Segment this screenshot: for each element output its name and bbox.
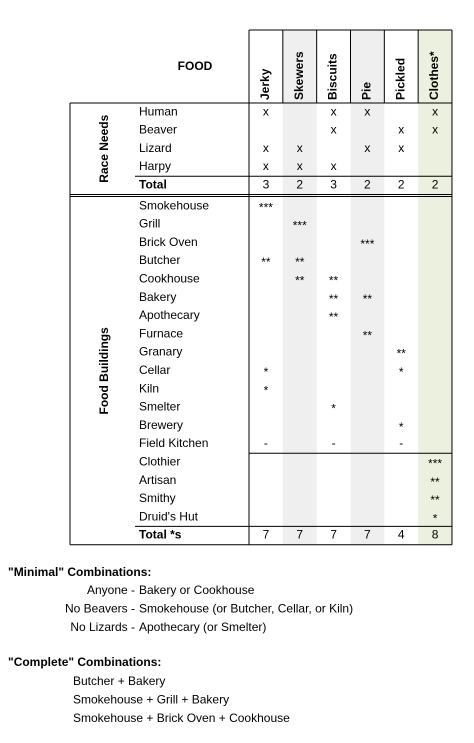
row-label: Smelter — [139, 400, 180, 414]
cell: ** — [363, 328, 373, 342]
minimal-text: Smokehouse (or Butcher, Cellar, or Kiln) — [139, 602, 353, 616]
cell: * — [433, 511, 438, 525]
row-label: Artisan — [139, 473, 176, 487]
cell: - — [264, 436, 268, 450]
cell: ** — [295, 274, 305, 288]
row-label: Beaver — [139, 123, 177, 137]
row-label: Total *s — [139, 528, 182, 542]
row-label: Total — [139, 178, 167, 192]
row-label: Bakery — [139, 290, 176, 304]
cell: x — [297, 141, 303, 155]
row-label: Kiln — [139, 381, 159, 395]
cell: - — [399, 436, 403, 450]
cell: x — [331, 123, 337, 137]
row-label: Cookhouse — [139, 272, 200, 286]
row-label: Lizard — [139, 141, 172, 155]
minimal-label: No Lizards - — [70, 620, 135, 634]
minimal-label: Anyone - — [87, 583, 135, 597]
row-label: Smokehouse — [139, 198, 209, 212]
cell: *** — [360, 237, 374, 251]
cell: - — [332, 436, 336, 450]
cell: ** — [329, 292, 339, 306]
column-header: Jerky — [258, 68, 272, 100]
minimal-text: Apothecary (or Smelter) — [139, 620, 266, 634]
cell: x — [263, 104, 269, 118]
column-header: Skewers — [292, 51, 306, 100]
row-label: Brewery — [139, 418, 183, 432]
row-label: Druid's Hut — [139, 509, 199, 523]
row-label: Cellar — [139, 363, 170, 377]
row-label: Human — [139, 104, 178, 118]
column-shade — [282, 30, 317, 545]
complete-text: Smokehouse + Brick Oven + Cookhouse — [73, 711, 290, 725]
cell: 7 — [263, 528, 270, 542]
minimal-label: No Beavers - — [65, 602, 135, 616]
row-label: Smithy — [139, 491, 176, 505]
minimal-text: Bakery or Cookhouse — [139, 583, 255, 597]
cell: x — [263, 141, 269, 155]
cell: 2 — [296, 178, 303, 192]
cell: ** — [397, 347, 407, 361]
cell: *** — [259, 200, 273, 214]
row-label: Apothecary — [139, 308, 200, 322]
row-label: Furnace — [139, 326, 183, 340]
cell: 2 — [364, 178, 371, 192]
row-label: Butcher — [139, 253, 180, 267]
cell: ** — [430, 493, 440, 507]
cell: ** — [261, 255, 271, 269]
cell: ** — [430, 475, 440, 489]
complete-text: Smokehouse + Grill + Bakery — [73, 693, 229, 707]
cell: 3 — [330, 178, 337, 192]
cell: * — [399, 420, 404, 434]
cell: x — [364, 104, 370, 118]
row-label: Brick Oven — [139, 235, 198, 249]
row-label: Field Kitchen — [139, 436, 208, 450]
cell: * — [331, 402, 336, 416]
cell: x — [432, 104, 438, 118]
cell: 2 — [432, 178, 439, 192]
cell: ** — [363, 292, 373, 306]
cell: 7 — [296, 528, 303, 542]
minimal-title: "Minimal" Combinations: — [8, 565, 151, 579]
cell: 3 — [263, 178, 270, 192]
group-label: Race Needs — [97, 114, 111, 182]
cell: 7 — [330, 528, 337, 542]
cell: * — [264, 365, 269, 379]
cell: ** — [295, 255, 305, 269]
cell: x — [398, 141, 404, 155]
cell: ** — [329, 274, 339, 288]
complete-title: "Complete" Combinations: — [8, 655, 161, 669]
column-header: Clothes* — [427, 51, 441, 100]
complete-text: Butcher + Bakery — [73, 674, 165, 688]
column-shade — [418, 30, 452, 545]
cell: *** — [428, 457, 442, 471]
cell: ** — [329, 310, 339, 324]
cell: x — [263, 159, 269, 173]
column-shade — [350, 30, 385, 545]
cell: 7 — [364, 528, 371, 542]
group-label: Food Buildings — [97, 327, 111, 415]
cell: * — [399, 365, 404, 379]
row-label: Granary — [139, 345, 182, 359]
cell: x — [331, 104, 337, 118]
cell: 2 — [398, 178, 405, 192]
cell: * — [264, 383, 269, 397]
cell: x — [297, 159, 303, 173]
row-label: Clothier — [139, 455, 180, 469]
column-header: Biscuits — [326, 53, 340, 100]
cell: x — [364, 141, 370, 155]
column-header: Pie — [360, 82, 374, 100]
cell: 4 — [398, 528, 405, 542]
food-title: FOOD — [178, 59, 213, 73]
cell: *** — [293, 219, 307, 233]
cell: x — [398, 123, 404, 137]
row-label: Harpy — [139, 159, 171, 173]
cell: x — [331, 159, 337, 173]
cell: x — [432, 123, 438, 137]
cell: 8 — [432, 528, 439, 542]
row-label: Grill — [139, 217, 160, 231]
column-header: Pickled — [393, 58, 407, 100]
